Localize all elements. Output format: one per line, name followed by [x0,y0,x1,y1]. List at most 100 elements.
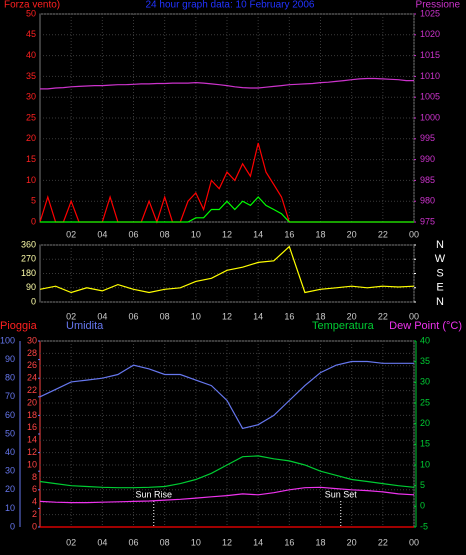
y-tick-label: 0 [31,216,36,226]
y-tick-label: 180 [21,268,36,278]
y-tick-label: 10 [420,459,430,469]
x-tick-label: 06 [128,537,138,547]
y-tick-label: 10 [5,503,15,513]
y-tick-label: 50 [26,8,36,18]
y-tick-label: 980 [420,196,435,206]
y-tick-label: 20 [26,133,36,143]
y-tick-label: 16 [27,422,37,432]
y-tick-label: W [435,253,446,265]
x-tick-label: 16 [284,537,294,547]
x-tick-label: 04 [97,537,107,547]
y-tick-label: 18 [27,410,37,420]
x-tick-label: 06 [128,311,138,321]
y-tick-label: 1005 [420,92,440,102]
y-tick-label: 0 [420,501,425,511]
y-tick-label: 70 [5,391,15,401]
x-tick-label: 08 [160,229,170,239]
x-tick-label: 14 [253,311,263,321]
y-tick-label: 6 [32,484,37,494]
y-tick-label: 15 [420,439,430,449]
series-line [39,486,415,504]
y-tick-label: 1015 [420,50,440,60]
y-tick-label: 25 [420,397,430,407]
y-tick-label: 22 [27,385,37,395]
y-tick-label: 1020 [420,29,440,39]
y-tick-label: 12 [27,447,37,457]
y-tick-label: 40 [5,447,15,457]
x-tick-label: 08 [160,311,170,321]
x-tick-label: 22 [378,229,388,239]
y-label: Pioggia [0,320,38,332]
y-tick-label: 270 [21,254,36,264]
y-tick-label: 35 [26,71,36,81]
y-tick-label: -5 [420,521,428,531]
x-tick-label: 18 [315,229,325,239]
x-tick-label: 04 [97,311,107,321]
y-tick-label: 15 [26,154,36,164]
y-tick-label: N [436,239,444,251]
y-tick-label: 30 [27,335,37,345]
x-tick-label: 10 [191,537,201,547]
x-tick-label: 00 [409,537,419,547]
y-tick-label: 995 [420,133,435,143]
y-tick-label: 4 [32,497,37,507]
y-tick-label: 990 [420,154,435,164]
y-tick-label: 60 [5,410,15,420]
y-tick-label: 0 [32,521,37,531]
y-tick-label: E [436,282,443,294]
y-tick-label: 5 [420,480,425,490]
x-tick-label: 22 [378,537,388,547]
series-line [40,77,414,90]
y-tick-label: 30 [420,377,430,387]
title: 24 hour graph data: 10 February 2006 [145,0,314,11]
x-tick-label: 00 [409,311,419,321]
y-tick-label: 985 [420,175,435,185]
y-tick-label: 0 [31,296,36,306]
annotation: Sun Set [325,489,358,499]
y3-label: Umidita [66,320,104,332]
y-tick-label: 90 [26,282,36,292]
x-tick-label: 20 [347,537,357,547]
x-tick-label: 08 [160,537,170,547]
x-tick-label: 18 [315,311,325,321]
x-tick-label: 16 [284,311,294,321]
x-tick-label: 04 [97,229,107,239]
x-tick-label: 22 [378,311,388,321]
x-tick-label: 14 [253,537,263,547]
y-tick-label: 30 [5,466,15,476]
y-tick-label: 10 [27,459,37,469]
y-tick-label: 50 [5,428,15,438]
y-tick-label: 20 [27,397,37,407]
series-line [39,455,415,489]
annotation: Sun Rise [135,489,172,499]
y-tick-label: 10 [26,175,36,185]
x-tick-label: 02 [66,537,76,547]
y-tick-label: 30 [26,92,36,102]
y-tick-label: 1000 [420,112,440,122]
y-tick-label: 26 [27,360,37,370]
y-tick-label: 1010 [420,71,440,81]
x-tick-label: 16 [284,229,294,239]
x-tick-label: 12 [222,229,232,239]
x-tick-label: 18 [315,537,325,547]
y-tick-label: 40 [26,50,36,60]
series-line [40,196,414,223]
y-tick-label: 25 [26,112,36,122]
y-tick-label: 2 [32,509,37,519]
y-tick-label: 14 [27,435,37,445]
y-tick-label: 35 [420,356,430,366]
y-tick-label: N [436,296,444,308]
x-tick-label: 14 [253,229,263,239]
series-line [39,245,415,294]
y-tick-label: 45 [26,29,36,39]
y-label: Forza vento) [4,0,60,11]
series-line [39,360,414,430]
y-tick-label: 8 [32,472,37,482]
x-tick-label: 10 [191,229,201,239]
y2-label: Temperatura [312,320,375,332]
y-tick-label: 28 [27,348,37,358]
y-tick-label: 90 [5,354,15,364]
y-tick-label: 0 [10,521,15,531]
x-tick-label: 06 [128,229,138,239]
